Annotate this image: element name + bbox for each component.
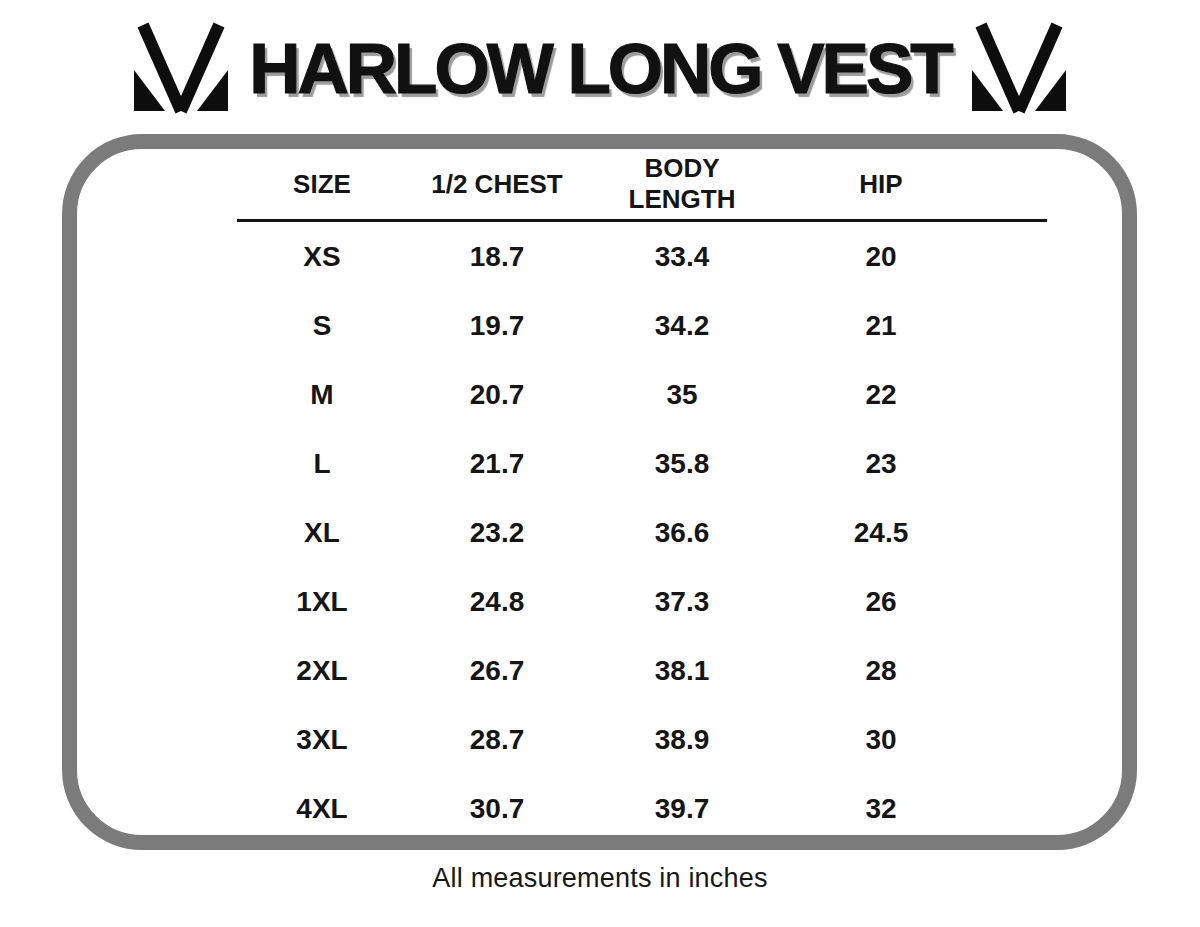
column-header-size: SIZE	[237, 149, 397, 221]
body-length-cell: 39.7	[597, 774, 767, 843]
table-row: 1XL 24.8 37.3 26	[237, 567, 1047, 636]
body-length-cell: 35.8	[597, 429, 767, 498]
table-header: SIZE 1/2 CHEST BODY LENGTH HIP	[237, 149, 1047, 221]
half-chest-cell: 24.8	[397, 567, 597, 636]
table-row: L 21.7 35.8 23	[237, 429, 1047, 498]
body-length-cell: 38.1	[597, 636, 767, 705]
hip-cell: 22	[767, 360, 1047, 429]
half-chest-cell: 26.7	[397, 636, 597, 705]
size-cell: 2XL	[237, 636, 397, 705]
half-chest-cell: 18.7	[397, 221, 597, 292]
table-header-row: SIZE 1/2 CHEST BODY LENGTH HIP	[237, 149, 1047, 221]
column-header-hip: HIP	[767, 149, 1047, 221]
body-length-cell: 37.3	[597, 567, 767, 636]
hip-cell: 32	[767, 774, 1047, 843]
table-row: S 19.7 34.2 21	[237, 291, 1047, 360]
size-cell: XS	[237, 221, 397, 292]
size-table-body: XS 18.7 33.4 20 S 19.7 34.2 21 M 20.7 35…	[237, 221, 1047, 844]
body-length-cell: 36.6	[597, 498, 767, 567]
size-cell: XL	[237, 498, 397, 567]
size-cell: L	[237, 429, 397, 498]
size-cell: 1XL	[237, 567, 397, 636]
size-cell: 4XL	[237, 774, 397, 843]
m-logo-icon	[967, 20, 1071, 116]
hip-cell: 26	[767, 567, 1047, 636]
hip-cell: 28	[767, 636, 1047, 705]
size-cell: S	[237, 291, 397, 360]
table-row: XL 23.2 36.6 24.5	[237, 498, 1047, 567]
rounded-frame: SIZE 1/2 CHEST BODY LENGTH HIP XS 18.7 3…	[62, 134, 1137, 850]
half-chest-cell: 21.7	[397, 429, 597, 498]
column-header-body-length: BODY LENGTH	[597, 149, 767, 221]
hip-cell: 20	[767, 221, 1047, 292]
table-row: M 20.7 35 22	[237, 360, 1047, 429]
half-chest-cell: 28.7	[397, 705, 597, 774]
half-chest-cell: 20.7	[397, 360, 597, 429]
table-row: 2XL 26.7 38.1 28	[237, 636, 1047, 705]
half-chest-cell: 23.2	[397, 498, 597, 567]
body-length-cell: 33.4	[597, 221, 767, 292]
m-logo-icon	[129, 20, 233, 116]
hip-cell: 21	[767, 291, 1047, 360]
body-length-cell: 35	[597, 360, 767, 429]
hip-cell: 30	[767, 705, 1047, 774]
hip-cell: 24.5	[767, 498, 1047, 567]
measurements-note: All measurements in inches	[0, 863, 1200, 894]
table-row: XS 18.7 33.4 20	[237, 221, 1047, 292]
header: HARLOW LONG VEST	[0, 0, 1200, 120]
half-chest-cell: 19.7	[397, 291, 597, 360]
size-cell: 3XL	[237, 705, 397, 774]
body-length-cell: 34.2	[597, 291, 767, 360]
table-row: 3XL 28.7 38.9 30	[237, 705, 1047, 774]
column-header-half-chest: 1/2 CHEST	[397, 149, 597, 221]
size-table: SIZE 1/2 CHEST BODY LENGTH HIP XS 18.7 3…	[237, 149, 1047, 843]
size-cell: M	[237, 360, 397, 429]
table-row: 4XL 30.7 39.7 32	[237, 774, 1047, 843]
page-title: HARLOW LONG VEST	[249, 33, 950, 104]
hip-cell: 23	[767, 429, 1047, 498]
half-chest-cell: 30.7	[397, 774, 597, 843]
body-length-cell: 38.9	[597, 705, 767, 774]
